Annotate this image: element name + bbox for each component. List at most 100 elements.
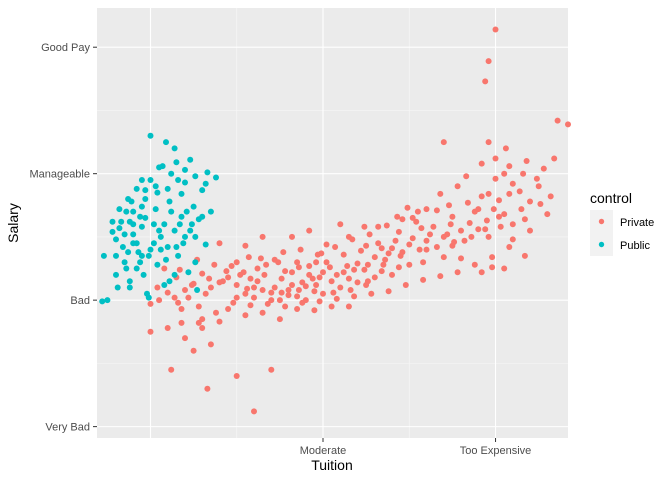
data-point-private — [506, 190, 513, 197]
data-point-private — [423, 206, 430, 213]
data-point-private — [311, 307, 318, 314]
data-point-private — [199, 270, 206, 277]
data-point-public — [171, 227, 178, 234]
data-point-private — [565, 121, 571, 128]
data-point-private — [506, 163, 513, 170]
data-point-private — [345, 233, 352, 240]
data-point-public — [114, 284, 121, 291]
data-point-private — [382, 256, 389, 263]
data-point-private — [257, 255, 264, 262]
data-point-public — [187, 227, 194, 234]
data-point-public — [180, 240, 187, 247]
data-point-private — [345, 275, 352, 282]
data-point-public — [168, 170, 175, 177]
data-point-private — [520, 170, 527, 177]
data-point-private — [276, 297, 283, 304]
data-point-private — [478, 269, 485, 276]
data-point-private — [289, 269, 295, 276]
data-point-private — [399, 216, 406, 223]
data-point-private — [471, 261, 478, 268]
data-point-private — [406, 241, 413, 248]
data-point-private — [302, 297, 309, 304]
data-point-private — [399, 249, 406, 256]
data-point-private — [242, 312, 249, 319]
data-point-private — [278, 289, 285, 296]
data-point-private — [251, 284, 257, 291]
data-point-private — [332, 244, 339, 250]
data-point-private — [414, 208, 421, 215]
legend-label-private: Private — [620, 217, 654, 229]
data-point-private — [521, 216, 528, 223]
data-point-private — [554, 117, 561, 124]
data-point-private — [501, 170, 508, 177]
data-point-private — [468, 233, 475, 240]
data-point-public — [183, 208, 190, 215]
data-point-private — [306, 263, 313, 269]
data-point-private — [409, 214, 416, 221]
data-point-public — [113, 252, 119, 259]
data-point-public — [138, 177, 145, 183]
data-point-private — [389, 245, 395, 252]
data-point-private — [264, 300, 271, 307]
data-point-private — [285, 287, 292, 293]
data-point-public — [182, 233, 188, 240]
data-point-private — [449, 213, 456, 220]
data-point-private — [385, 288, 392, 295]
data-point-private — [316, 274, 323, 281]
data-point-public — [161, 221, 168, 228]
data-point-public — [187, 156, 194, 163]
data-point-private — [282, 303, 289, 310]
data-point-private — [537, 201, 544, 207]
data-point-private — [251, 294, 257, 301]
data-point-private — [354, 260, 361, 267]
data-point-private — [271, 284, 278, 291]
data-point-private — [190, 347, 197, 354]
data-point-private — [509, 180, 516, 187]
data-point-private — [478, 193, 485, 200]
data-point-private — [482, 78, 489, 85]
data-point-private — [366, 231, 373, 238]
data-point-private — [233, 282, 240, 288]
data-point-public — [154, 189, 161, 196]
data-point-private — [276, 316, 283, 323]
data-point-public — [164, 244, 171, 250]
data-point-private — [311, 288, 318, 295]
data-point-private — [333, 271, 340, 278]
data-point-public — [126, 284, 133, 291]
data-point-private — [225, 274, 232, 281]
data-point-public — [145, 252, 152, 259]
data-point-private — [345, 303, 352, 310]
data-point-private — [213, 309, 219, 316]
data-point-private — [454, 183, 461, 190]
data-point-private — [333, 295, 340, 302]
data-point-private — [247, 302, 254, 309]
data-point-public — [152, 206, 159, 213]
data-point-private — [289, 282, 295, 288]
y-tick-label: Good Pay — [41, 42, 90, 54]
data-point-private — [464, 199, 471, 206]
data-point-private — [320, 290, 326, 297]
data-point-private — [423, 237, 430, 244]
data-point-public — [168, 208, 175, 215]
data-point-private — [337, 284, 344, 291]
data-point-private — [323, 259, 330, 266]
data-point-private — [254, 278, 261, 285]
data-point-private — [328, 278, 335, 285]
data-point-public — [138, 223, 145, 230]
data-point-public — [130, 231, 137, 238]
data-point-public — [128, 198, 135, 205]
data-point-private — [447, 221, 454, 228]
data-point-public — [100, 252, 107, 259]
data-point-public — [121, 259, 128, 266]
data-point-public — [156, 227, 163, 234]
data-point-private — [371, 254, 378, 261]
data-point-private — [207, 341, 214, 348]
data-point-private — [418, 225, 425, 232]
data-point-public — [163, 139, 169, 146]
data-point-private — [501, 211, 508, 218]
data-point-public — [156, 164, 163, 171]
data-point-public — [99, 298, 106, 305]
data-point-private — [285, 292, 292, 299]
data-point-public — [157, 246, 164, 253]
data-point-public — [202, 180, 209, 187]
